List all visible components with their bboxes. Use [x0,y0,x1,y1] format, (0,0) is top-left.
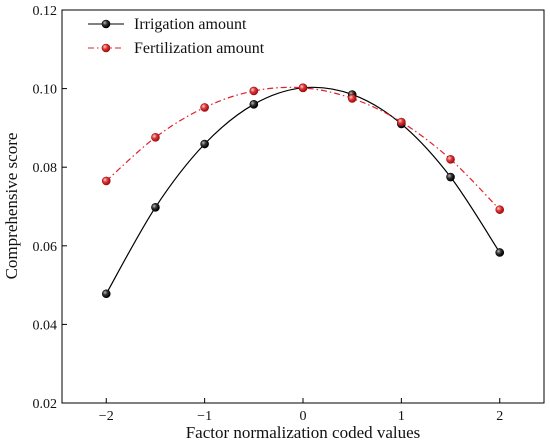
x-axis-title: Factor normalization coded values [186,423,421,442]
data-point [151,133,160,142]
y-axis-title: Comprehensive score [2,133,21,280]
data-point [298,83,308,93]
series-layer [101,83,505,299]
legend-label-irrigation: Irrigation amount [134,16,247,33]
x-axis: −2 −1 0 1 2 [99,398,503,424]
x-tick-label: 2 [496,409,503,424]
data-point [200,103,209,112]
legend-label-fertilization: Fertilization amount [134,40,265,57]
series-line [105,86,501,295]
data-point [397,117,406,127]
series-line [105,86,501,211]
legend-marker-irrigation [101,19,111,29]
data-point [151,202,160,212]
data-point [101,289,111,299]
y-tick-label: 0.06 [33,240,58,255]
y-tick-label: 0.02 [33,397,58,412]
data-point [200,139,209,149]
y-tick-label: 0.10 [33,83,58,98]
data-point [446,155,455,164]
x-tick-label: −1 [197,409,212,424]
data-point [495,248,505,257]
data-point [249,100,259,109]
y-tick-label: 0.08 [33,161,58,176]
y-axis: 0.02 0.04 0.06 0.08 0.10 0.12 [33,4,67,412]
data-point [101,176,111,186]
x-tick-label: 1 [398,409,405,424]
plot-frame [61,9,545,404]
data-point [446,172,455,182]
y-tick-label: 0.12 [33,4,58,19]
data-point [347,94,357,103]
legend-marker-fertilization [101,43,111,53]
y-tick-label: 0.04 [33,318,58,333]
series-1 [101,83,505,214]
series-0 [101,83,505,299]
legend: Irrigation amount Fertilization amount [88,16,265,57]
data-point [249,86,259,96]
x-tick-label: −2 [99,409,114,424]
x-tick-label: 0 [300,409,307,424]
data-point [495,205,505,214]
